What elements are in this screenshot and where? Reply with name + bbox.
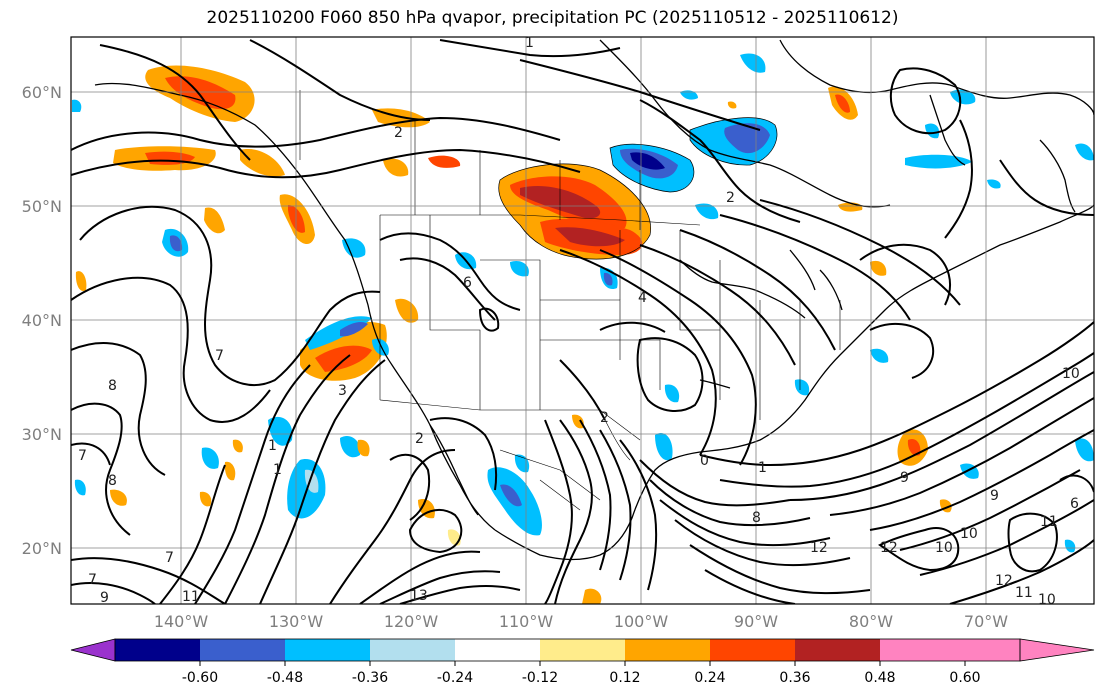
lat-label-20n: 20°N [22, 539, 62, 558]
contour-label: 1 [525, 35, 534, 51]
colorbar-segment [965, 639, 1020, 661]
contour-label: 12 [880, 540, 898, 556]
contour-label: 0 [700, 453, 709, 469]
contour-label: 10 [1062, 366, 1080, 382]
contour-label: 10 [960, 526, 978, 542]
lon-label-80w: 80°W [849, 612, 893, 631]
colorbar-segment [625, 639, 710, 661]
contour-label: 1 [758, 460, 767, 476]
colorbar: -0.60 -0.48 -0.36 -0.24 -0.12 0.12 0.24 … [70, 638, 1095, 686]
contour-label: 12 [995, 573, 1013, 589]
precip-shading [72, 53, 1094, 604]
colorbar-tick-label: -0.48 [267, 670, 303, 686]
precip-outlines [498, 117, 778, 260]
contour-label: 9 [100, 590, 109, 606]
colorbar-segment [115, 639, 200, 661]
gridlines [71, 37, 1094, 604]
colorbar-segment [795, 639, 880, 661]
lat-label-30n: 30°N [22, 425, 62, 444]
colorbar-tick-label: 0.60 [949, 670, 980, 686]
contour-label: 2 [726, 190, 735, 206]
colorbar-tick-label: -0.12 [522, 670, 558, 686]
contour-label: 11 [182, 589, 200, 605]
longitude-labels: 140°W 130°W 120°W 110°W 100°W 90°W 80°W … [154, 612, 1008, 631]
colorbar-segment [370, 639, 455, 661]
colorbar-tick-label: 0.24 [694, 670, 725, 686]
contour-label: 2 [600, 410, 609, 426]
lat-label-60n: 60°N [22, 83, 62, 102]
contour-label: 2 [415, 431, 424, 447]
contour-label: 8 [108, 473, 117, 489]
map-title: 2025110200 F060 850 hPa qvapor, precipit… [206, 8, 899, 28]
contour-label: 6 [463, 275, 472, 291]
colorbar-segment [285, 639, 370, 661]
contour-label: 2 [394, 125, 403, 141]
contour-label: 8 [752, 510, 761, 526]
colorbar-under-extension [70, 638, 116, 662]
contour-label: 13 [410, 588, 428, 604]
lon-label-130w: 130°W [269, 612, 324, 631]
lon-label-140w: 140°W [154, 612, 209, 631]
lon-label-90w: 90°W [734, 612, 778, 631]
plot-frame [70, 36, 1095, 605]
lat-label-50n: 50°N [22, 197, 62, 216]
lon-label-100w: 100°W [614, 612, 669, 631]
colorbar-over-extension [1019, 638, 1095, 662]
qvapor-contours [71, 39, 1094, 604]
contour-label: 10 [1038, 592, 1056, 608]
colorbar-tick-label: -0.60 [182, 670, 218, 686]
colorbar-tick-label: -0.24 [437, 670, 473, 686]
colorbar-tick-label: 0.12 [609, 670, 640, 686]
contour-label: 9 [990, 488, 999, 504]
contour-label: 11 [1015, 585, 1033, 601]
lat-label-40n: 40°N [22, 311, 62, 330]
contour-label: 7 [215, 348, 224, 364]
lon-label-70w: 70°W [964, 612, 1008, 631]
contour-label: 1 [268, 438, 277, 454]
contour-label: 1 [273, 462, 282, 478]
colorbar-tick-label: 0.48 [864, 670, 895, 686]
colorbar-segment [710, 639, 795, 661]
contour-label: 7 [88, 572, 97, 588]
colorbar-segment [880, 639, 965, 661]
map-plot-area [71, 37, 1094, 604]
lon-label-110w: 110°W [499, 612, 554, 631]
coastlines [94, 39, 1094, 561]
colorbar-segment [455, 639, 540, 661]
contour-label: 12 [810, 540, 828, 556]
colorbar-segment [540, 639, 625, 661]
contour-label: 4 [638, 290, 647, 306]
colorbar-segment [200, 639, 285, 661]
contour-label: 7 [165, 550, 174, 566]
contour-label: 8 [108, 378, 117, 394]
contour-label: 9 [900, 470, 909, 486]
contour-label: 11 [1040, 514, 1058, 530]
lon-label-120w: 120°W [384, 612, 439, 631]
latitude-labels: 60°N 50°N 40°N 30°N 20°N [22, 83, 62, 558]
contour-label: 3 [338, 383, 347, 399]
contour-label: 7 [78, 448, 87, 464]
contour-label: 6 [1070, 496, 1079, 512]
colorbar-tick-label: 0.36 [779, 670, 810, 686]
contour-labels: 1 2 2 6 7 8 3 2 1 0 1 2 4 8 12 10 9 11 1… [78, 35, 1080, 608]
colorbar-tick-label: -0.36 [352, 670, 388, 686]
contour-label: 10 [935, 540, 953, 556]
